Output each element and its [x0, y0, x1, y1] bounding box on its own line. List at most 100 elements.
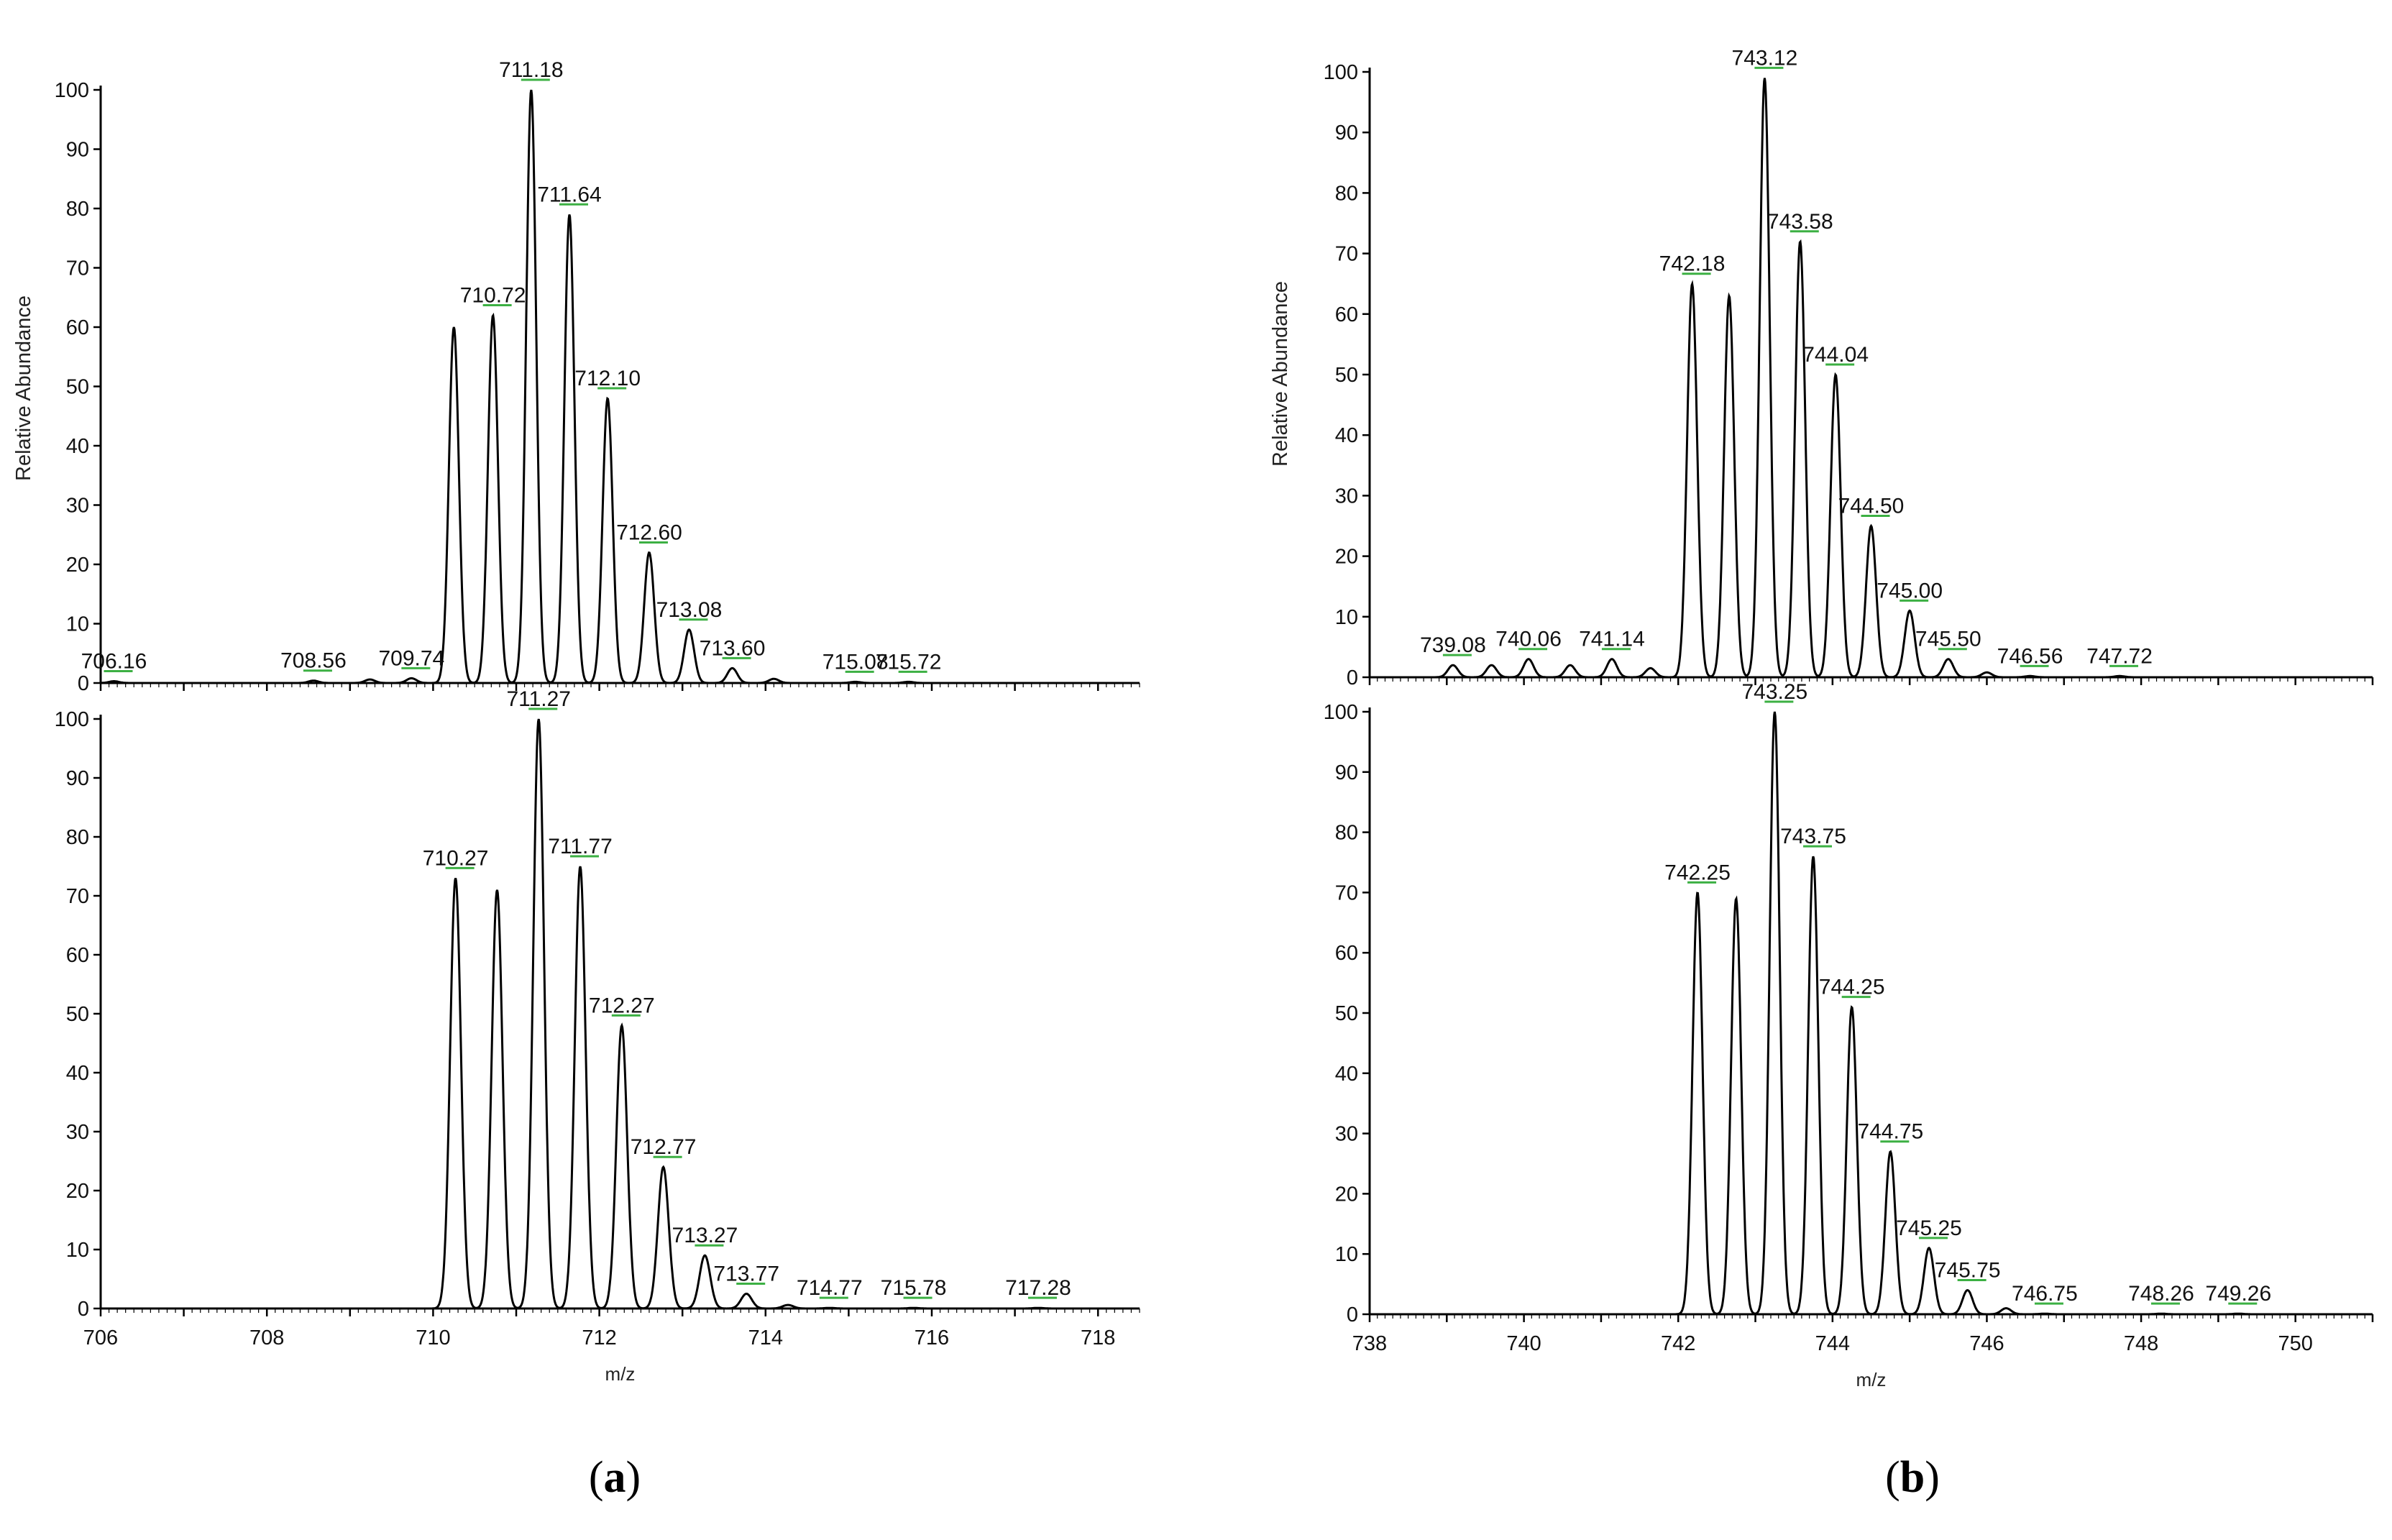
peak-label: 741.14: [1579, 628, 1645, 651]
peak-label: 749.26: [2205, 1282, 2271, 1306]
y-tick-label: 100: [1324, 61, 1358, 84]
y-tick-label: 90: [66, 139, 89, 162]
y-tick-label: 90: [1335, 761, 1358, 784]
y-tick-label: 90: [1335, 122, 1358, 145]
panel-label-a-close: ): [626, 1453, 641, 1502]
peak-label: 743.25: [1741, 680, 1807, 704]
y-tick-label: 50: [1335, 1002, 1358, 1025]
y-tick-label: 40: [66, 1062, 89, 1085]
peak-label: 745.00: [1877, 579, 1943, 602]
panel-label-a-letter: a: [603, 1453, 626, 1502]
peak-label: 710.72: [460, 284, 526, 308]
x-tick-label: 744: [1815, 1332, 1850, 1355]
y-tick-label: 70: [1335, 881, 1358, 904]
y-tick-label: 40: [1335, 424, 1358, 447]
peak-label: 713.27: [672, 1224, 738, 1247]
y-tick-label: 30: [1335, 1123, 1358, 1146]
spectrum-b-top: 0 10 20 30 40 50 60 70 80 90 100 Relative Abundance…: [1269, 46, 2374, 689]
peak-label: 713.08: [656, 598, 723, 622]
peak-label: 745.75: [1935, 1258, 2001, 1282]
spectrum-trace: [1370, 78, 2373, 679]
x-tick-label: 742: [1661, 1332, 1695, 1355]
x-tick-label: 716: [915, 1326, 949, 1349]
spectrum-a-top: 0 10 20 30 40 50 60 70 80 90 100 Relative Abundance…: [12, 58, 1140, 695]
y-tick-label: 30: [66, 1121, 89, 1144]
spectrum-trace: [1370, 711, 2373, 1316]
y-tick-label: 70: [1335, 243, 1358, 266]
peak-label: 744.50: [1838, 495, 1905, 518]
y-tick-label: 20: [1335, 1183, 1358, 1206]
peak-label: 743.12: [1732, 46, 1798, 70]
peak-label: 746.75: [2012, 1282, 2078, 1306]
panel-label-b: (b): [1841, 1452, 1984, 1503]
y-tick-label: 50: [66, 1003, 89, 1026]
peak-label: 710.27: [423, 846, 489, 870]
y-tick-label: 30: [1335, 485, 1358, 508]
y-tick-label: 20: [66, 554, 89, 577]
peak-label: 715.72: [876, 650, 942, 674]
y-tick-label: 10: [1335, 1243, 1358, 1266]
peak-label: 742.25: [1664, 861, 1731, 884]
peak-label: 715.78: [881, 1276, 947, 1300]
peak-label: 747.72: [2086, 644, 2153, 668]
y-tick-label: 20: [66, 1180, 89, 1203]
y-tick-label: 80: [66, 826, 89, 849]
y-tick-label: 10: [1335, 606, 1358, 629]
peak-label: 715.08: [822, 650, 889, 674]
peak-label: 744.25: [1819, 976, 1885, 999]
y-tick-label: 80: [1335, 182, 1358, 205]
y-tick-label: 60: [1335, 942, 1358, 965]
spectrum-a-bottom: 0 10 20 30 40 50 60 70 80 90 100 706 708 710 712 714 716…: [55, 687, 1140, 1385]
peak-label: 740.06: [1495, 628, 1562, 651]
y-tick-label: 50: [1335, 364, 1358, 387]
x-axis-title: m/z: [605, 1363, 636, 1385]
y-tick-label: 10: [66, 1239, 89, 1262]
peak-label: 743.58: [1767, 210, 1833, 234]
x-tick-label: 714: [748, 1326, 783, 1349]
y-tick-label: 80: [1335, 822, 1358, 845]
panel-label-a-open: (: [588, 1453, 604, 1502]
peak-label: 717.28: [1005, 1276, 1071, 1300]
x-tick-label: 738: [1352, 1332, 1387, 1355]
panel-label-a: (a): [543, 1452, 687, 1503]
y-tick-label: 20: [1335, 546, 1358, 569]
peak-label: 709.74: [378, 646, 444, 670]
y-tick-label: 0: [1347, 666, 1358, 689]
y-axis-title: Relative Abundance: [12, 295, 35, 481]
peak-label: 712.27: [589, 994, 655, 1017]
peak-label: 713.77: [713, 1262, 779, 1286]
x-tick-label: 748: [2124, 1332, 2158, 1355]
x-tick-label: 706: [83, 1326, 118, 1349]
y-tick-label: 70: [66, 885, 89, 908]
y-tick-label: 80: [66, 198, 89, 221]
x-tick-label: 740: [1506, 1332, 1541, 1355]
peak-label: 746.56: [1997, 644, 2063, 668]
peak-label: 742.18: [1659, 252, 1726, 276]
peak-label: 743.75: [1780, 825, 1846, 848]
peak-label: 713.60: [700, 636, 766, 660]
x-tick-label: 718: [1081, 1326, 1115, 1349]
spectrum-trace: [101, 718, 1140, 1310]
panel-label-b-letter: b: [1900, 1453, 1925, 1502]
y-tick-label: 100: [55, 79, 89, 102]
y-tick-label: 70: [66, 257, 89, 280]
peak-label: 714.77: [797, 1276, 863, 1300]
y-tick-label: 100: [1324, 701, 1358, 724]
spectrum-trace: [101, 89, 1140, 684]
y-tick-label: 100: [55, 708, 89, 731]
peak-label: 711.18: [499, 58, 564, 82]
x-tick-label: 712: [582, 1326, 616, 1349]
peak-label: 712.77: [631, 1135, 697, 1159]
y-tick-label: 30: [66, 495, 89, 518]
peak-label: 711.27: [506, 687, 571, 711]
peak-label: 708.56: [280, 649, 347, 673]
x-tick-label: 708: [249, 1326, 284, 1349]
y-tick-label: 40: [1335, 1063, 1358, 1086]
x-axis-title: m/z: [1856, 1369, 1887, 1390]
peak-label: 748.26: [2128, 1282, 2194, 1306]
panel-label-b-open: (: [1885, 1453, 1900, 1502]
peak-label: 712.10: [574, 367, 641, 390]
peak-label: 706.16: [81, 650, 147, 674]
y-tick-label: 0: [78, 672, 89, 695]
